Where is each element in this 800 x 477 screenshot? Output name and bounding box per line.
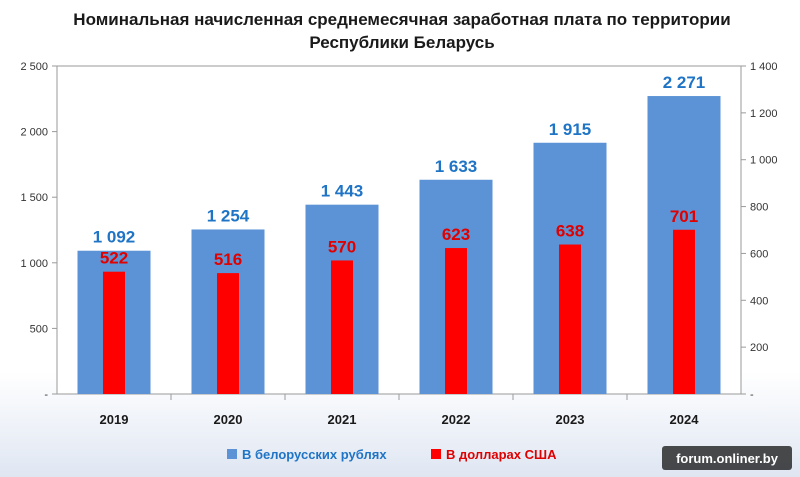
x-tick-label: 2023 — [556, 412, 585, 427]
right-tick-label: 200 — [750, 342, 768, 354]
legend-label-usd: В долларах США — [446, 447, 557, 462]
bar-usd — [217, 273, 239, 394]
x-tick-label: 2020 — [214, 412, 243, 427]
legend-swatch-usd — [431, 449, 441, 459]
x-tick-label: 2021 — [328, 412, 357, 427]
left-tick-label: 500 — [30, 323, 48, 335]
bar-usd — [331, 260, 353, 394]
bar-usd — [673, 229, 695, 394]
right-tick-label: 800 — [750, 202, 768, 214]
right-tick-label: 1 000 — [750, 155, 778, 167]
chart-title-line2: Республики Беларусь — [309, 33, 494, 52]
left-tick-label: 2 000 — [20, 127, 48, 139]
right-tick-label: - — [750, 389, 754, 401]
data-label-usd: 522 — [100, 249, 128, 268]
x-tick-label: 2019 — [100, 412, 129, 427]
x-tick-label: 2024 — [670, 412, 700, 427]
data-label-rub: 2 271 — [663, 73, 706, 92]
left-tick-label: - — [44, 389, 48, 401]
plot-area — [56, 65, 742, 395]
legend-label-rub: В белорусских рублях — [242, 447, 387, 462]
bar-usd — [559, 244, 581, 394]
data-label-rub: 1 633 — [435, 157, 478, 176]
chart-title-line1: Номинальная начисленная среднемесячная з… — [73, 10, 730, 29]
right-tick-label: 400 — [750, 295, 768, 307]
legend: В белорусских рублях В долларах США — [227, 447, 557, 462]
data-label-usd: 570 — [328, 237, 356, 256]
x-tick-label: 2022 — [442, 412, 471, 427]
right-tick-label: 1 200 — [750, 108, 778, 120]
legend-swatch-rub — [227, 449, 237, 459]
data-label-usd: 638 — [556, 222, 584, 241]
left-tick-label: 1 000 — [20, 258, 48, 270]
data-label-rub: 1 092 — [93, 228, 136, 247]
data-label-usd: 701 — [670, 207, 698, 226]
right-tick-label: 600 — [750, 248, 768, 260]
watermark-background — [662, 446, 792, 470]
bar-usd — [445, 248, 467, 394]
data-label-rub: 1 915 — [549, 120, 592, 139]
bar-usd — [103, 271, 125, 394]
data-label-usd: 516 — [214, 250, 242, 269]
right-tick-label: 1 400 — [750, 61, 778, 73]
data-label-rub: 1 254 — [207, 206, 250, 225]
watermark: forum.onliner.by — [676, 451, 779, 466]
data-label-rub: 1 443 — [321, 182, 364, 201]
data-label-usd: 623 — [442, 225, 470, 244]
left-tick-label: 1 500 — [20, 192, 48, 204]
left-tick-label: 2 500 — [20, 61, 48, 73]
